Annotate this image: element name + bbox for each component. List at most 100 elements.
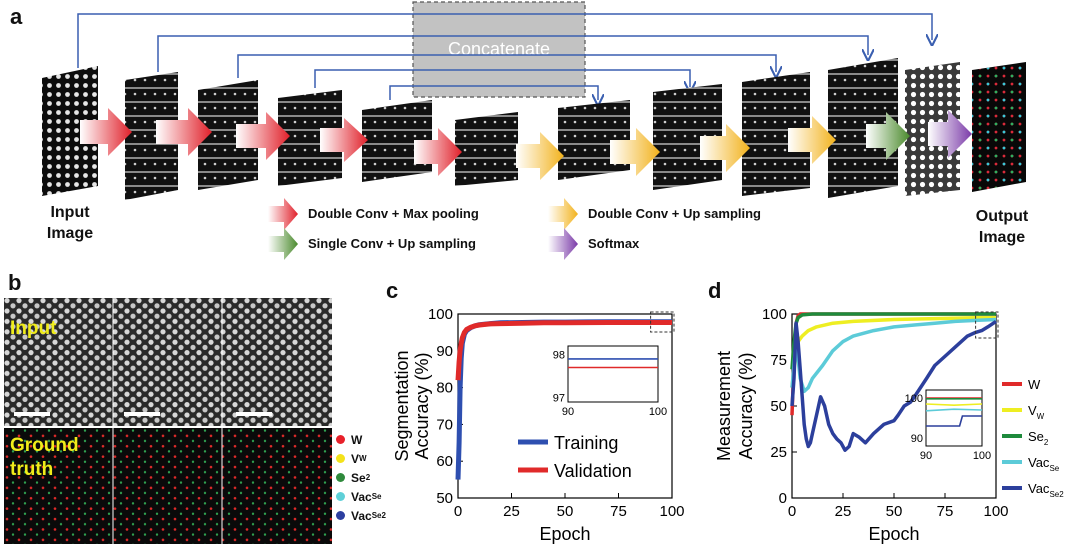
y-tick-label: 80: [436, 380, 453, 397]
legend-softmax: Softmax: [588, 236, 640, 251]
inset-frame: [567, 345, 659, 403]
legend-label: VacSe: [1028, 455, 1060, 473]
legend-dot-icon: [336, 492, 345, 501]
panel-b-images: [4, 298, 332, 544]
zoom-region-box: [650, 311, 675, 333]
legend-label: Se: [351, 470, 366, 485]
panel-b-legend: W V W Se 2 Vac Se Vac Se2: [336, 430, 398, 525]
legend-subscript: W: [359, 454, 367, 463]
input-label-line-2: Image: [46, 225, 94, 242]
legend-item: Vac Se: [336, 487, 398, 506]
legend-label: VW: [1028, 403, 1045, 421]
legend-subscript: 2: [365, 473, 371, 482]
measurement-accuracy-chart: 0 25 50 75 100 0 25 50 75 100 Epoch Measurement Accu…: [714, 306, 1064, 544]
x-tick-label: 0: [454, 503, 462, 520]
panel-c-letter: c: [386, 278, 399, 303]
legend-dot-icon: [336, 511, 345, 520]
legend-double-conv-up-sampling: Double Conv + Up sampling: [588, 206, 761, 221]
y-axis-label: Segmentation: [392, 350, 412, 461]
y-axis-label: Accuracy (%): [412, 352, 432, 459]
input-image-thumbnail: [42, 66, 98, 196]
inset-x-tick-label: 90: [562, 406, 574, 418]
x-tick-label: 50: [886, 503, 903, 520]
skip-connections: [77, 13, 932, 100]
inset-series-line: [925, 408, 983, 412]
green-arrow-icon: [268, 228, 298, 260]
inset-series-line: [925, 403, 983, 407]
unet-architecture-diagram: Concatenate: [42, 1, 1026, 260]
legend-subscript: Se: [371, 492, 382, 501]
flow-arrows: [80, 108, 972, 180]
feature-maps: [125, 58, 960, 200]
y-axis-label: Accuracy (%): [736, 352, 756, 459]
legend-label: W: [351, 432, 363, 447]
inset-y-tick-label: 100: [905, 393, 923, 405]
panel-a-letter: a: [10, 4, 23, 29]
inset-x-tick-label: 100: [649, 406, 667, 418]
zoom-region-box: [975, 311, 999, 339]
y-axis-label: Measurement: [714, 351, 734, 461]
series-line: [455, 320, 672, 381]
red-arrow-icon: [268, 198, 298, 230]
ground-truth-line-2: truth: [10, 459, 54, 480]
legend-label: Vac: [351, 508, 372, 523]
ground-truth-line-1: Ground: [10, 435, 79, 456]
scale-bar: [236, 412, 272, 416]
legend-item: W: [336, 430, 398, 449]
legend-dot-icon: [336, 454, 345, 463]
yellow-arrow-icon: [548, 198, 578, 230]
x-tick-label: 100: [659, 503, 684, 520]
inset-y-tick-label: 98: [553, 350, 565, 362]
y-tick-label: 50: [770, 398, 787, 415]
legend-dot-icon: [336, 473, 345, 482]
inset-series-line: [926, 415, 982, 427]
x-tick-label: 0: [788, 503, 796, 520]
purple-arrow-icon: [548, 228, 578, 260]
x-tick-label: 50: [557, 503, 574, 520]
y-tick-label: 25: [770, 444, 787, 461]
y-tick-label: 60: [436, 453, 453, 470]
input-overlay-label: Input: [10, 318, 57, 339]
legend-label: Validation: [554, 461, 632, 481]
panel-b-letter: b: [8, 270, 22, 295]
y-tick-label: 0: [779, 490, 787, 507]
legend-label: VacSe2: [1028, 481, 1064, 499]
x-tick-label: 25: [503, 503, 520, 520]
output-label-line-1: Output: [975, 208, 1029, 225]
legend-label: V: [351, 451, 360, 466]
inset-y-tick-label: 90: [911, 433, 923, 445]
panel-d-letter: d: [708, 278, 722, 303]
y-tick-label: 75: [770, 352, 787, 369]
legend-item: Se 2: [336, 468, 398, 487]
concatenate-label: Concatenate: [448, 39, 550, 59]
x-axis-label: Epoch: [539, 524, 590, 544]
scale-bar: [124, 412, 160, 416]
legend-label: Training: [554, 433, 618, 453]
output-image-thumbnail: [972, 62, 1026, 192]
inset-x-tick-label: 100: [973, 450, 991, 462]
legend-single-conv-up-sampling: Single Conv + Up sampling: [308, 236, 476, 251]
x-axis-label: Epoch: [868, 524, 919, 544]
legend-label: Vac: [351, 489, 372, 504]
x-tick-label: 75: [937, 503, 954, 520]
segmentation-accuracy-chart: 0 25 50 75 100 50 60 70 80 90 100 Epoch Segmentation…: [392, 306, 685, 544]
y-tick-label: 70: [436, 416, 453, 433]
legend-label: Se2: [1028, 429, 1049, 447]
legend-dot-icon: [336, 435, 345, 444]
ground-truth-overlay-label: Ground truth: [10, 434, 79, 482]
input-image-label: Input Image: [42, 202, 98, 244]
legend-label: W: [1028, 377, 1041, 392]
legend-subscript: Se2: [371, 511, 386, 520]
series-line: [790, 319, 997, 452]
output-label-line-2: Image: [978, 229, 1026, 246]
input-label-line-1: Input: [50, 204, 90, 221]
series-line: [790, 317, 997, 394]
x-tick-label: 25: [835, 503, 852, 520]
x-tick-label: 75: [610, 503, 627, 520]
scale-bar: [14, 412, 50, 416]
concatenate-box: [412, 1, 586, 98]
inset-x-tick-label: 90: [920, 450, 932, 462]
output-image-label: Output Image: [966, 206, 1038, 248]
x-tick-label: 100: [983, 503, 1008, 520]
